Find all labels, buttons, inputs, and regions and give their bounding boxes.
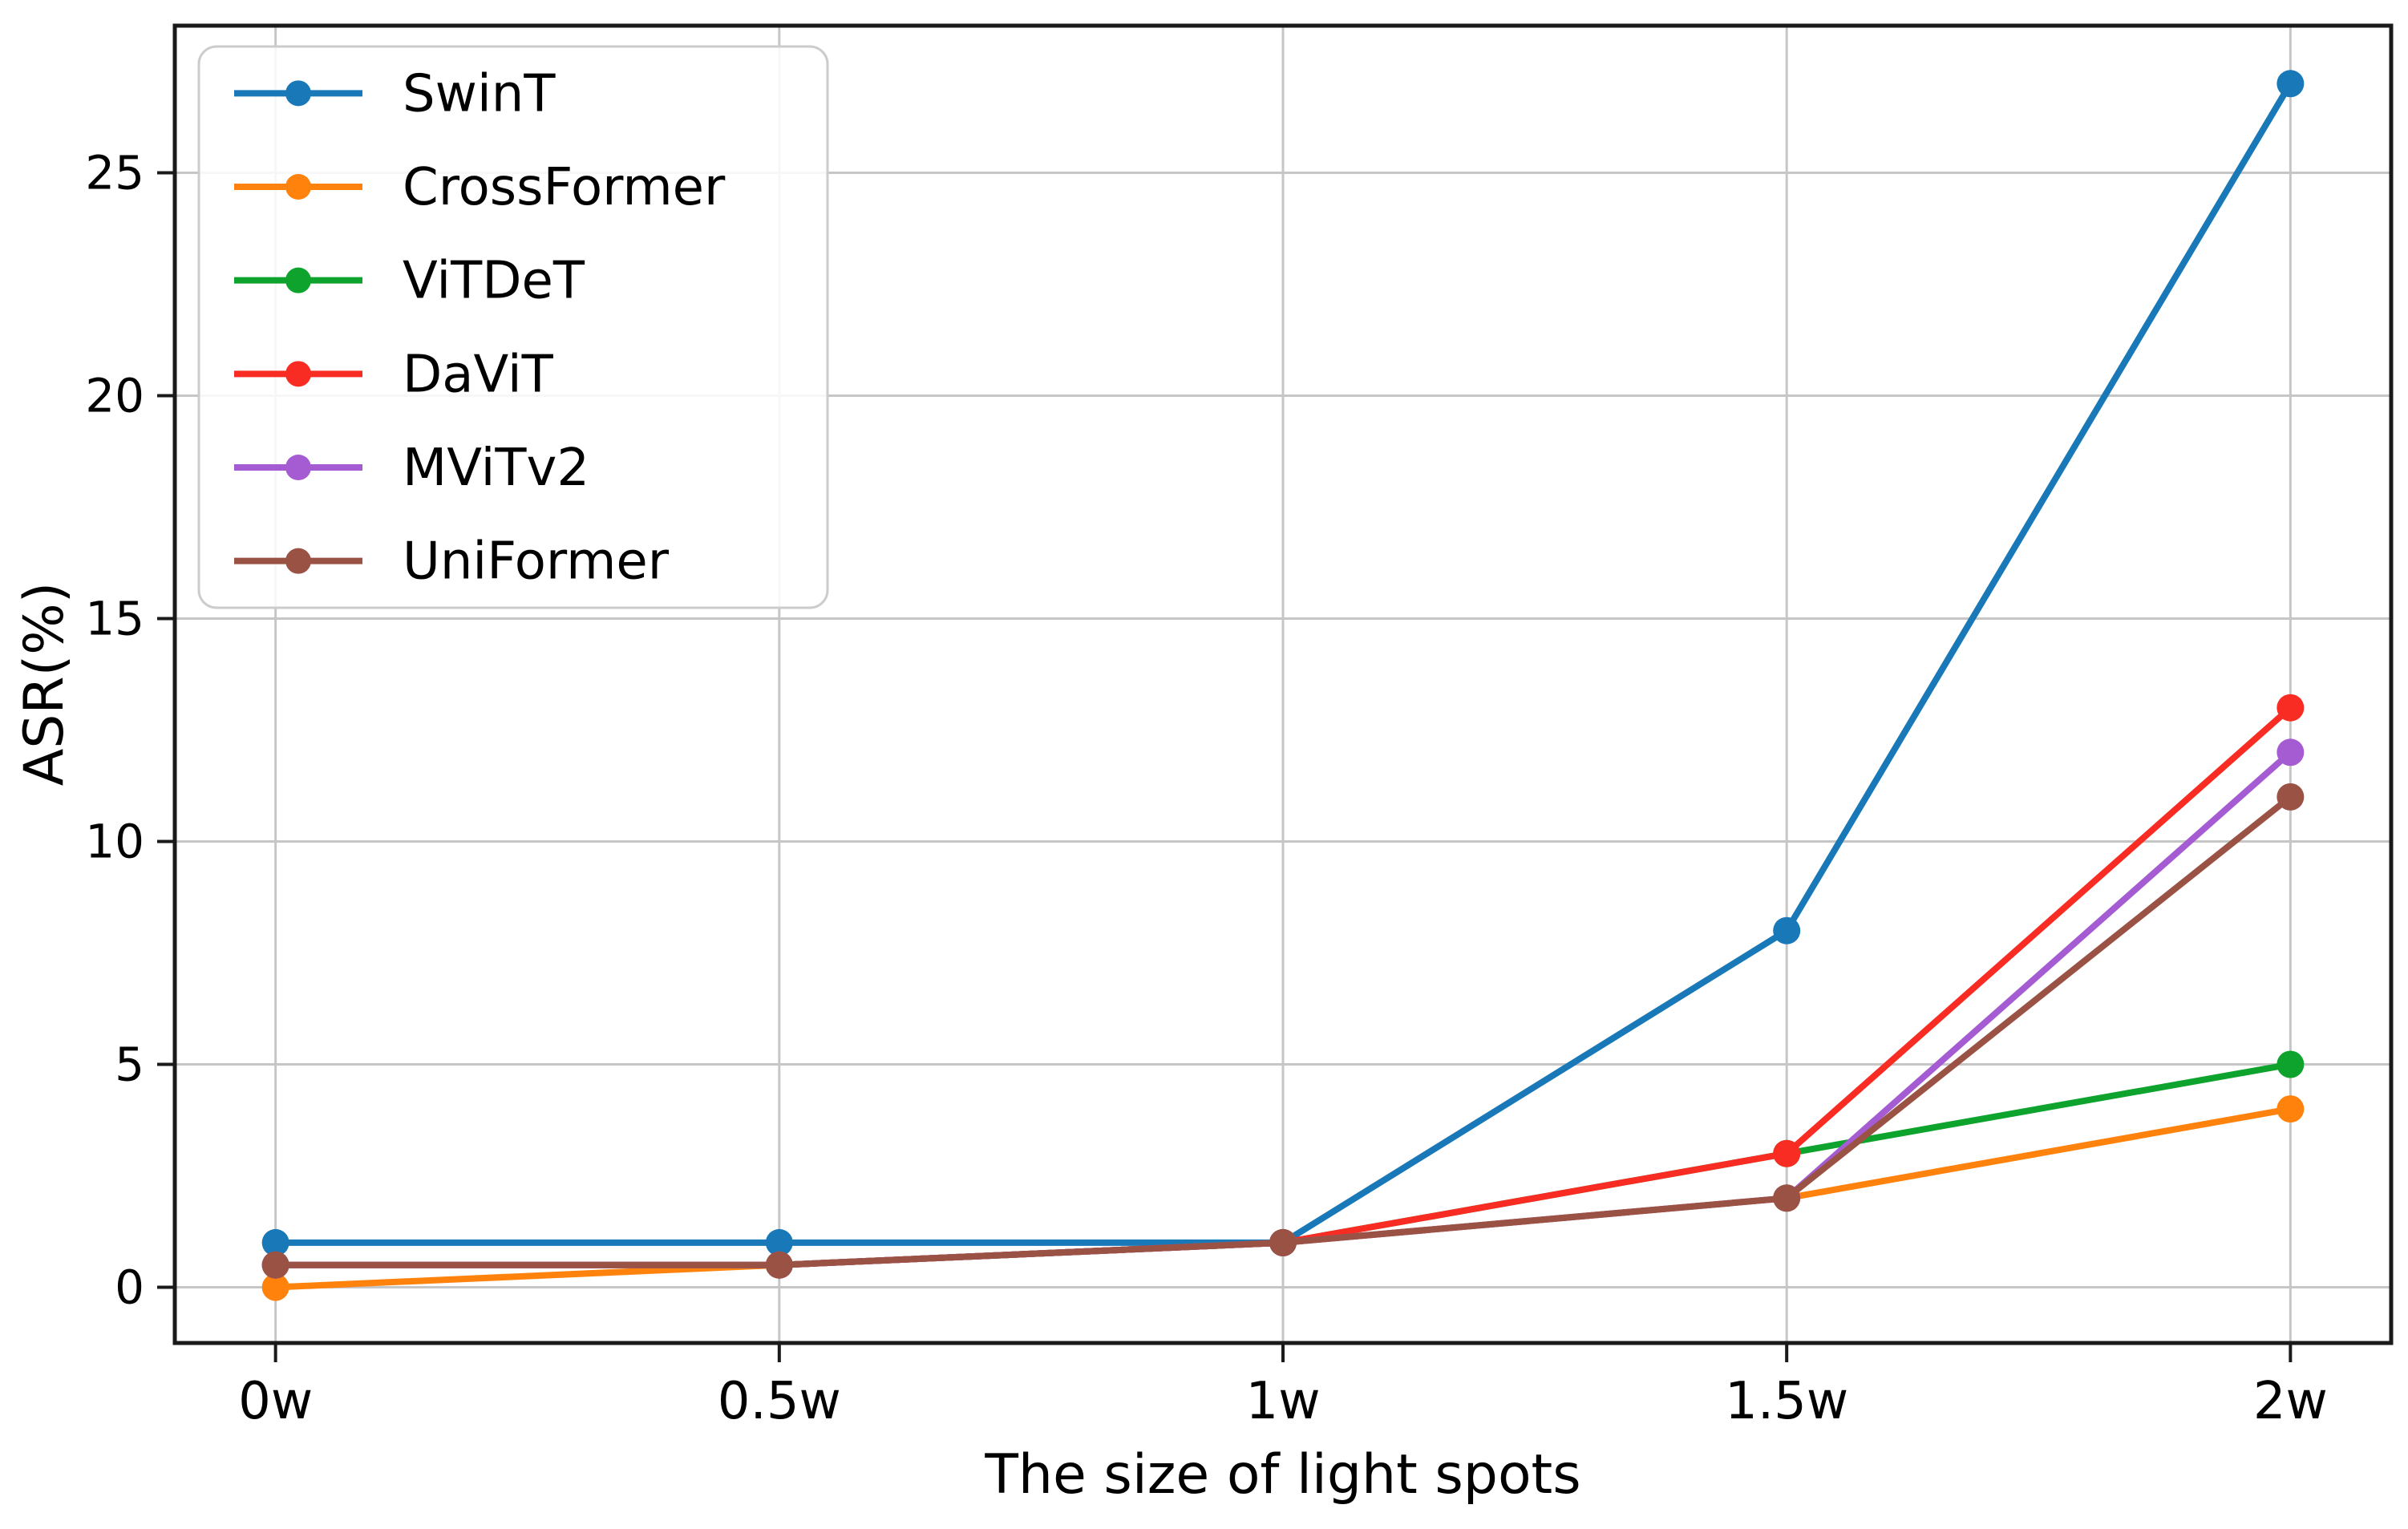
y-tick-label: 25 <box>85 145 144 200</box>
x-axis-label: The size of light spots <box>984 1443 1580 1507</box>
data-point-SwinT-1.5w <box>1773 916 1801 945</box>
data-point-DaViT-2w <box>2276 694 2305 722</box>
data-point-SwinT-2w <box>2276 70 2305 98</box>
legend-marker-ViTDeT <box>285 267 311 293</box>
y-axis-label: ASR(%) <box>13 582 76 787</box>
data-point-ViTDeT-2w <box>2276 1050 2305 1078</box>
axis-ticks: 0 5 10 15 20 25 0w 0.5w 1w 1.5w 2w <box>85 145 2328 1431</box>
legend-box <box>197 45 829 609</box>
data-point-UniFormer-0.5w <box>765 1251 793 1279</box>
x-tick-label: 0w <box>238 1372 313 1431</box>
y-tick-label: 20 <box>85 368 144 423</box>
data-point-CrossFormer-2w <box>2276 1095 2305 1123</box>
legend-label-ViTDeT: ViTDeT <box>403 252 585 311</box>
legend-label-SwinT: SwinT <box>403 64 556 123</box>
legend: SwinT CrossFormer ViTDeT DaViT MViTv2 UniForm… <box>197 45 829 609</box>
data-point-MViTv2-2w <box>2276 738 2305 767</box>
y-tick-label: 10 <box>85 814 144 868</box>
data-point-DaViT-1.5w <box>1773 1139 1801 1167</box>
y-tick-label: 0 <box>115 1260 144 1314</box>
y-tick-label: 5 <box>115 1037 144 1091</box>
legend-label-DaViT: DaViT <box>403 345 554 404</box>
legend-marker-UniFormer <box>285 548 311 574</box>
x-tick-label: 0.5w <box>718 1372 841 1431</box>
legend-label-MViTv2: MViTv2 <box>403 439 589 498</box>
data-point-UniFormer-2w <box>2276 783 2305 811</box>
data-point-UniFormer-1w <box>1269 1228 1297 1256</box>
legend-label-UniFormer: UniFormer <box>403 532 670 592</box>
data-point-CrossFormer-0w <box>261 1273 289 1301</box>
data-point-SwinT-0w <box>261 1228 289 1256</box>
x-tick-label: 1w <box>1245 1372 1320 1431</box>
y-tick-label: 15 <box>85 591 144 645</box>
data-point-UniFormer-1.5w <box>1773 1184 1801 1212</box>
legend-marker-MViTv2 <box>285 455 311 480</box>
x-tick-label: 2w <box>2253 1372 2328 1431</box>
x-tick-label: 1.5w <box>1725 1372 1848 1431</box>
legend-label-CrossFormer: CrossFormer <box>403 158 726 217</box>
legend-marker-DaViT <box>285 361 311 387</box>
series-group <box>261 70 2305 1301</box>
data-point-UniFormer-0w <box>261 1251 289 1279</box>
data-point-SwinT-0.5w <box>765 1228 793 1256</box>
legend-marker-SwinT <box>285 80 311 107</box>
legend-marker-CrossFormer <box>285 174 311 200</box>
